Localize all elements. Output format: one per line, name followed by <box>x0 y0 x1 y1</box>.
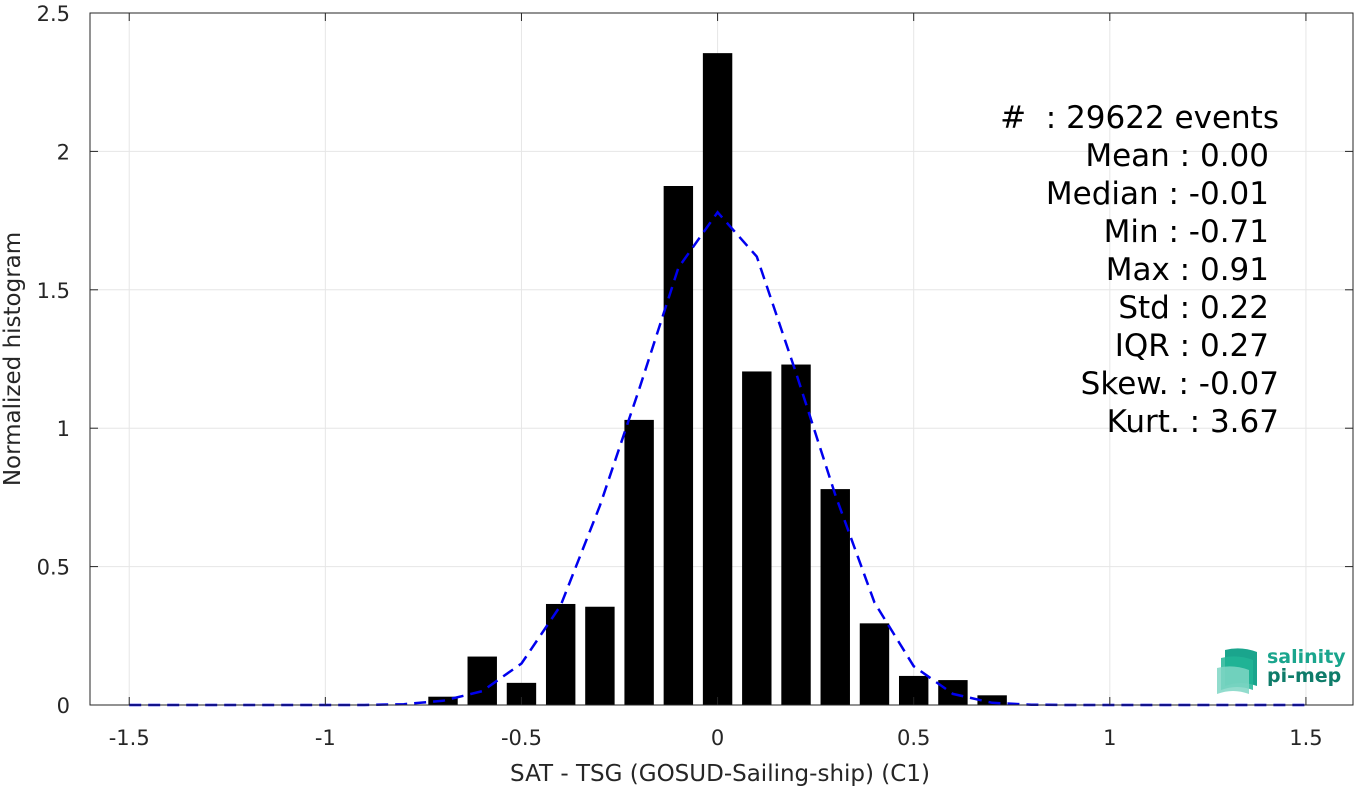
stat-skew: Skew. : -0.07 <box>1080 366 1279 402</box>
x-tick-label: 0 <box>711 726 724 750</box>
stat-min: Min : -0.71 <box>1103 214 1269 250</box>
logo-line1: salinity <box>1267 646 1346 668</box>
stat-mean: Mean : 0.00 <box>1085 138 1269 174</box>
histogram-bars <box>428 53 1007 706</box>
histogram-bar <box>545 603 576 705</box>
histogram-bar <box>585 606 615 705</box>
histogram-bar <box>742 371 772 705</box>
logo-line2: pi-mep <box>1267 665 1342 687</box>
stat-kurt: Kurt. : 3.67 <box>1106 404 1279 440</box>
x-axis-label: SAT - TSG (GOSUD-Sailing-ship) (C1) <box>510 761 930 787</box>
histogram-bar <box>506 682 537 705</box>
axes-frame <box>89 12 1354 706</box>
logo-wave-icon <box>1217 648 1257 694</box>
x-tick-label: -0.5 <box>501 726 542 750</box>
stat-median: Median : -0.01 <box>1045 176 1269 212</box>
histogram-bar <box>663 186 694 705</box>
histogram-bar <box>467 656 497 705</box>
y-tick-label: 1.5 <box>37 279 70 303</box>
histogram-bar <box>702 53 733 706</box>
statistics-box: # : 29622 events Mean : 0.00 Median : -0… <box>1000 99 1279 441</box>
y-tick-label: 2.5 <box>37 2 70 26</box>
y-axis-ticks: 0 0.5 1 1.5 2 2.5 <box>37 2 1353 718</box>
histogram-bar <box>859 623 890 705</box>
plot-border <box>89 12 1354 706</box>
y-tick-label: 1 <box>57 417 70 441</box>
stat-events: # : 29622 events <box>1000 100 1279 136</box>
y-tick-label: 2 <box>57 140 70 164</box>
salinity-pi-mep-logo: salinity pi-mep <box>1217 646 1347 696</box>
x-axis-ticks: -1.5 -1 -0.5 0 0.5 1 1.5 <box>109 13 1323 750</box>
x-tick-label: -1 <box>315 726 336 750</box>
y-tick-label: 0 <box>57 694 70 718</box>
x-tick-label: 0.5 <box>897 726 930 750</box>
y-axis-label: Normalized histogram <box>0 232 26 486</box>
histogram-bar <box>781 364 811 705</box>
stat-max: Max : 0.91 <box>1105 252 1269 288</box>
x-tick-label: 1.5 <box>1289 726 1322 750</box>
stat-iqr: IQR : 0.27 <box>1114 328 1269 364</box>
histogram-bar <box>624 419 654 705</box>
histogram-bar <box>977 695 1007 705</box>
y-tick-label: 0.5 <box>37 556 70 580</box>
x-tick-label: -1.5 <box>109 726 150 750</box>
stat-std: Std : 0.22 <box>1118 290 1269 326</box>
x-tick-label: 1 <box>1103 726 1116 750</box>
